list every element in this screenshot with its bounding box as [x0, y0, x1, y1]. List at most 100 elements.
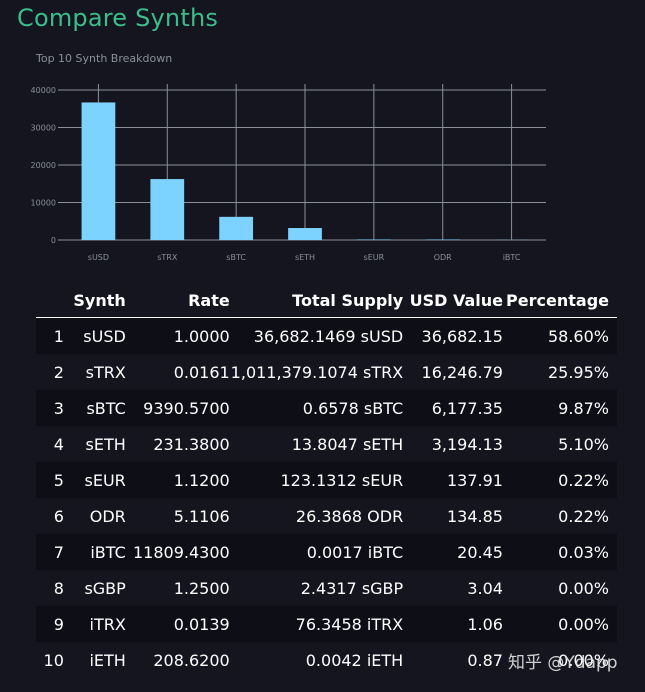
- table-cell: 3.04: [403, 570, 503, 606]
- table-cell: sGBP: [63, 570, 126, 606]
- table-header-row: Synth Rate Total Supply USD Value Percentage: [36, 283, 617, 318]
- table-cell: 4: [36, 426, 64, 462]
- table-cell: 6: [36, 498, 64, 534]
- table-row: 6 ODR 5.1106 26.3868 ODR 134.85 0.22%: [36, 498, 617, 534]
- table-cell: 36,682.1469 sUSD: [229, 317, 404, 354]
- table-row: 10 iETH 208.6200 0.0042 iETH 0.87 0.00%: [36, 642, 617, 678]
- table-cell: sETH: [63, 426, 126, 462]
- table-cell: 0.0139: [125, 606, 230, 642]
- table-cell: 1.06: [403, 606, 503, 642]
- table-cell: 137.91: [403, 462, 503, 498]
- table-cell: 58.60%: [502, 317, 617, 354]
- table-row: 5 sEUR 1.1200 123.1312 sEUR 137.91 0.22%: [36, 462, 617, 498]
- table-cell: 1.2500: [125, 570, 230, 606]
- y-tick-label: 30000: [31, 124, 56, 133]
- table-cell: 5: [36, 462, 64, 498]
- table-cell: ODR: [63, 498, 126, 534]
- table-cell: 26.3868 ODR: [229, 498, 404, 534]
- table-cell: 1,011,379.1074 sTRX: [229, 354, 404, 390]
- table-cell: 0.03%: [502, 534, 617, 570]
- table-cell: 9390.5700: [125, 390, 230, 426]
- table-cell: 0.00%: [502, 570, 617, 606]
- column-header: Percentage: [502, 283, 617, 318]
- x-tick-label: sETH: [295, 253, 315, 262]
- table-cell: 20.45: [403, 534, 503, 570]
- table-row: 4 sETH 231.3800 13.8047 sETH 3,194.13 5.10%: [36, 426, 617, 462]
- table-cell: 0.87: [403, 642, 503, 678]
- table-row: 2 sTRX 0.0161 1,011,379.1074 sTRX 16,246.79 2…: [36, 354, 617, 390]
- table-cell: 2.4317 sGBP: [229, 570, 404, 606]
- table-cell: 5.1106: [125, 498, 230, 534]
- table-cell: 6,177.35: [403, 390, 503, 426]
- table-cell: 9: [36, 606, 64, 642]
- column-header: Synth: [63, 283, 126, 318]
- table-cell: iTRX: [63, 606, 126, 642]
- table-cell: 0.0161: [125, 354, 230, 390]
- table-cell: 25.95%: [502, 354, 617, 390]
- x-tick-label: ODR: [434, 253, 452, 262]
- bar-chart: 0 10000 20000 30000 40000 sUSD sTRX sBTC sETH sE…: [31, 84, 546, 262]
- table-cell: sBTC: [63, 390, 126, 426]
- y-axis: 0 10000 20000 30000 40000: [31, 86, 56, 245]
- table-row: 8 sGBP 1.2500 2.4317 sGBP 3.04 0.00%: [36, 570, 617, 606]
- table-cell: 13.8047 sETH: [229, 426, 404, 462]
- synth-table: Synth Rate Total Supply USD Value Percentage…: [36, 283, 617, 678]
- table-cell: sUSD: [63, 317, 126, 354]
- y-tick-label: 40000: [31, 86, 56, 95]
- table-cell: 5.10%: [502, 426, 617, 462]
- table-cell: 3,194.13: [403, 426, 503, 462]
- column-header: USD Value: [403, 283, 503, 318]
- table-cell: iBTC: [63, 534, 126, 570]
- bar-sBTC: [219, 216, 254, 240]
- x-axis: sUSD sTRX sBTC sETH sEUR ODR iBTC: [88, 253, 521, 262]
- y-tick-label: 0: [51, 236, 56, 245]
- table-cell: 16,246.79: [403, 354, 503, 390]
- table-cell: 1: [36, 317, 64, 354]
- table-cell: 123.1312 sEUR: [229, 462, 404, 498]
- bar-sETH: [288, 228, 322, 240]
- table-cell: 208.6200: [125, 642, 230, 678]
- bar-ODR: [425, 239, 460, 240]
- table-cell: 8: [36, 570, 64, 606]
- table-cell: 0.22%: [502, 462, 617, 498]
- x-tick-label: sTRX: [157, 253, 178, 262]
- page-title: Compare Synths: [17, 4, 219, 32]
- bar-sTRX: [150, 179, 185, 240]
- table-cell: 0.00%: [502, 606, 617, 642]
- x-tick-label: sBTC: [226, 253, 246, 262]
- table-cell: 231.3800: [125, 426, 230, 462]
- table-cell: 7: [36, 534, 64, 570]
- column-header: Rate: [125, 283, 230, 318]
- table-cell: 0.6578 sBTC: [229, 390, 404, 426]
- table-row: 7 iBTC 11809.4300 0.0017 iBTC 20.45 0.03%: [36, 534, 617, 570]
- table-cell: 1.1200: [125, 462, 230, 498]
- table-cell: 36,682.15: [403, 317, 503, 354]
- table-cell: 2: [36, 354, 64, 390]
- table-cell: iETH: [63, 642, 126, 678]
- y-tick-label: 10000: [31, 199, 56, 208]
- chart-bars: [81, 102, 529, 240]
- bar-sUSD: [81, 102, 116, 240]
- table-cell: 11809.4300: [125, 534, 230, 570]
- watermark: 知乎 @Ydapp: [508, 653, 618, 673]
- table-cell: 0.0042 iETH: [229, 642, 404, 678]
- table-body: 1 sUSD 1.0000 36,682.1469 sUSD 36,682.15 58.6…: [36, 317, 617, 678]
- table-cell: sEUR: [63, 462, 126, 498]
- x-tick-label: sEUR: [364, 253, 385, 262]
- chart-grid: [58, 84, 546, 241]
- table-cell: 0.00%: [502, 642, 617, 678]
- y-tick-label: 20000: [31, 161, 56, 170]
- table-cell: 3: [36, 390, 64, 426]
- table-cell: 134.85: [403, 498, 503, 534]
- x-tick-label: iBTC: [503, 253, 521, 262]
- bar-sEUR: [356, 239, 391, 240]
- table-cell: 76.3458 iTRX: [229, 606, 404, 642]
- chart-title: Top 10 Synth Breakdown: [36, 52, 173, 65]
- table-cell: 9.87%: [502, 390, 617, 426]
- table-cell: 0.0017 iBTC: [229, 534, 404, 570]
- x-tick-label: sUSD: [88, 253, 109, 262]
- table-row: 9 iTRX 0.0139 76.3458 iTRX 1.06 0.00%: [36, 606, 617, 642]
- table-cell: 0.22%: [502, 498, 617, 534]
- column-header: Total Supply: [229, 283, 404, 318]
- table-row: 1 sUSD 1.0000 36,682.1469 sUSD 36,682.15 58.6…: [36, 317, 617, 354]
